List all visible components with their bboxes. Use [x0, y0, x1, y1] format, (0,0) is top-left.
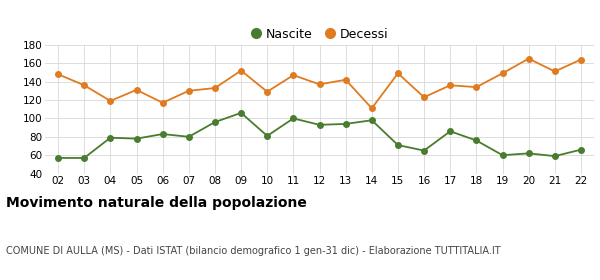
- Text: Movimento naturale della popolazione: Movimento naturale della popolazione: [6, 196, 307, 210]
- Legend: Nascite, Decessi: Nascite, Decessi: [251, 28, 388, 41]
- Text: COMUNE DI AULLA (MS) - Dati ISTAT (bilancio demografico 1 gen-31 dic) - Elaboraz: COMUNE DI AULLA (MS) - Dati ISTAT (bilan…: [6, 246, 500, 256]
